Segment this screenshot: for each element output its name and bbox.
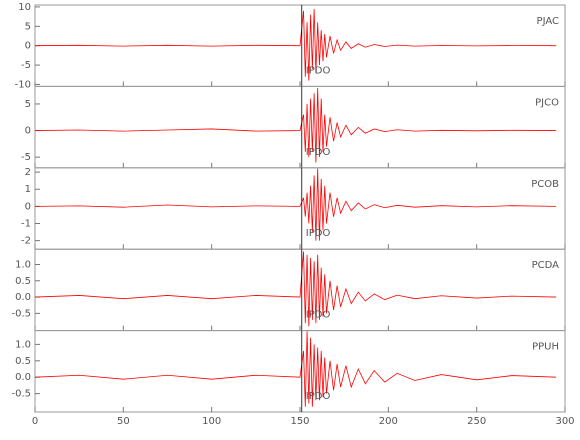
- panel-frame: [34, 248, 566, 332]
- x-tick-label: 100: [202, 416, 221, 427]
- y-tick-label: -1: [21, 218, 31, 229]
- x-tick-label: 0: [32, 416, 38, 427]
- panel-frame: [34, 167, 566, 250]
- waveform: [34, 251, 557, 327]
- waveform: [34, 87, 557, 163]
- panel-frame: [34, 330, 566, 413]
- y-tick-label: 0.0: [15, 372, 31, 383]
- waveform: [34, 8, 557, 81]
- x-tick-label: 300: [555, 416, 574, 427]
- station-label: PJAC: [537, 16, 559, 27]
- y-tick-label: 5: [25, 21, 31, 32]
- station-label: PCOB: [531, 179, 559, 190]
- pick-label: IPDO: [306, 65, 331, 76]
- y-tick-label: -2: [21, 236, 31, 247]
- panel-frame: [34, 85, 566, 169]
- y-tick-label: 1.0: [15, 260, 31, 271]
- x-tick-label: 250: [467, 416, 486, 427]
- waveform: [34, 168, 557, 241]
- x-tick-label: 150: [290, 416, 309, 427]
- y-tick-label: -5: [21, 60, 31, 71]
- station-label: PCDA: [532, 260, 560, 271]
- y-tick-label: 2: [25, 167, 31, 178]
- station-label: PJCO: [535, 97, 559, 108]
- y-tick-label: 10: [18, 2, 31, 13]
- y-tick-label: -10: [15, 79, 31, 90]
- y-tick-label: 0: [25, 41, 31, 52]
- y-tick-label: 1: [25, 184, 31, 195]
- pick-label: IPDO: [306, 391, 331, 402]
- pick-label: IPDO: [306, 147, 331, 158]
- y-tick-label: 0.5: [15, 356, 31, 367]
- y-tick-label: -0.5: [11, 308, 31, 319]
- station-label: PPUH: [532, 342, 559, 353]
- waveform: [34, 331, 557, 407]
- y-tick-label: 0.0: [15, 292, 31, 303]
- x-tick-label: 200: [379, 416, 398, 427]
- y-tick-label: 1.0: [15, 339, 31, 350]
- pick-label: IPDO: [306, 310, 331, 321]
- pick-label: IPDO: [306, 228, 331, 239]
- y-tick-label: -5: [21, 152, 31, 163]
- x-tick-label: 50: [117, 416, 130, 427]
- y-tick-label: 0: [25, 201, 31, 212]
- y-tick-label: -0.5: [11, 389, 31, 400]
- y-tick-label: 0.5: [15, 276, 31, 287]
- y-tick-label: 0: [25, 126, 31, 137]
- y-tick-label: 5: [25, 99, 31, 110]
